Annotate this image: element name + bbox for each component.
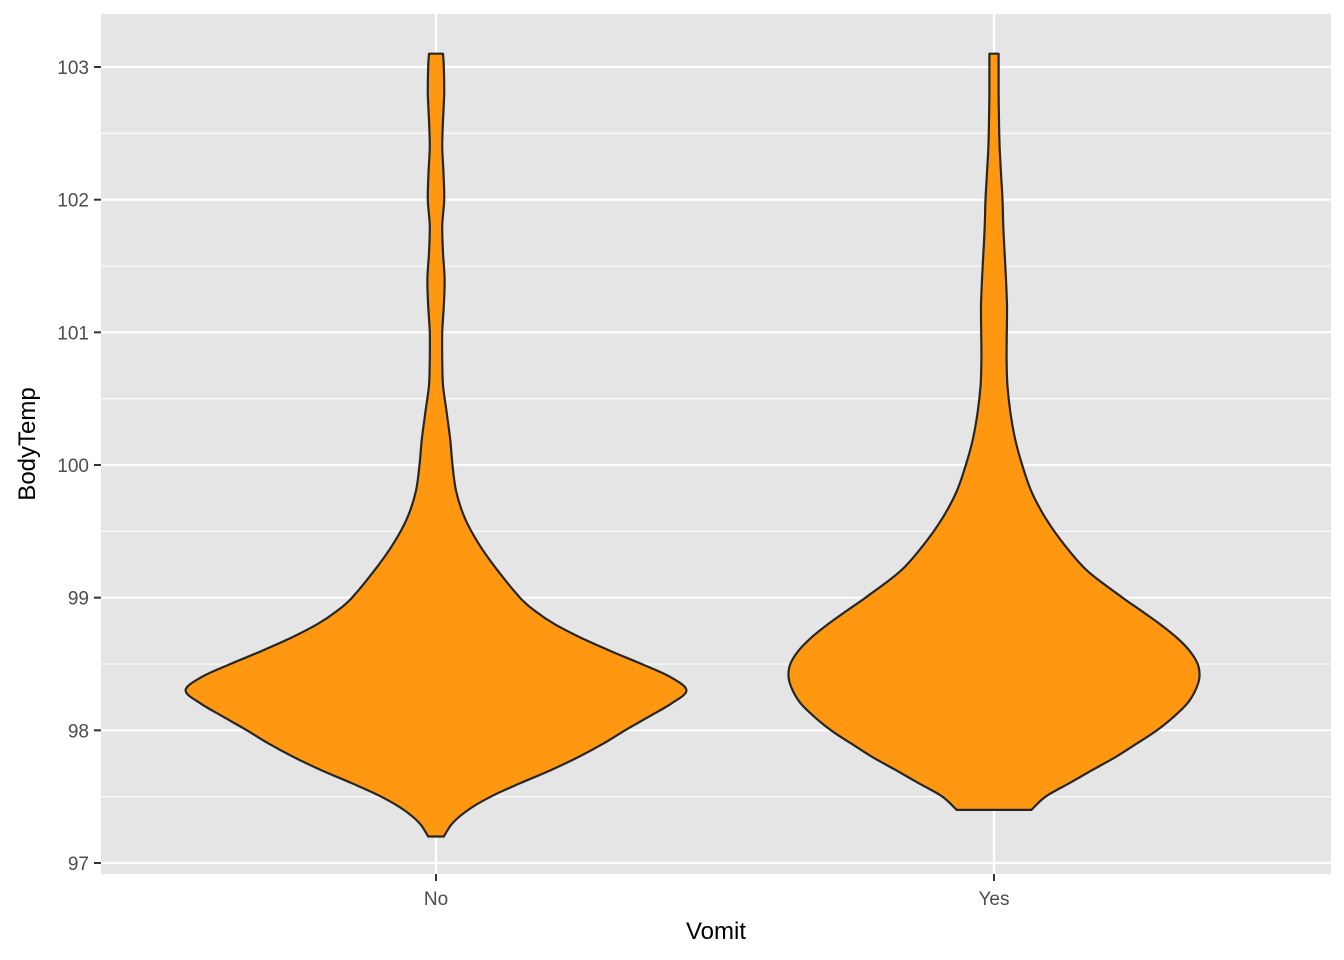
y-axis-ticks: 97 98 99 100 101 102 103 <box>57 58 101 875</box>
violin-no <box>184 52 688 838</box>
y-tick-label: 100 <box>57 456 89 477</box>
x-axis-ticks: No Yes <box>424 874 1010 910</box>
y-tick-label: 102 <box>57 191 89 212</box>
violin-yes <box>787 52 1201 811</box>
y-tick-label: 99 <box>68 589 89 610</box>
y-tick-label: 98 <box>68 721 89 742</box>
x-axis-title: Vomit <box>686 918 746 945</box>
y-axis-title: BodyTemp <box>14 387 41 500</box>
y-tick-label: 101 <box>57 323 89 344</box>
x-tick-label: Yes <box>979 889 1010 910</box>
violins <box>184 52 1201 838</box>
x-tick-label: No <box>424 889 448 910</box>
y-tick-label: 97 <box>68 854 89 875</box>
y-tick-label: 103 <box>57 58 89 79</box>
